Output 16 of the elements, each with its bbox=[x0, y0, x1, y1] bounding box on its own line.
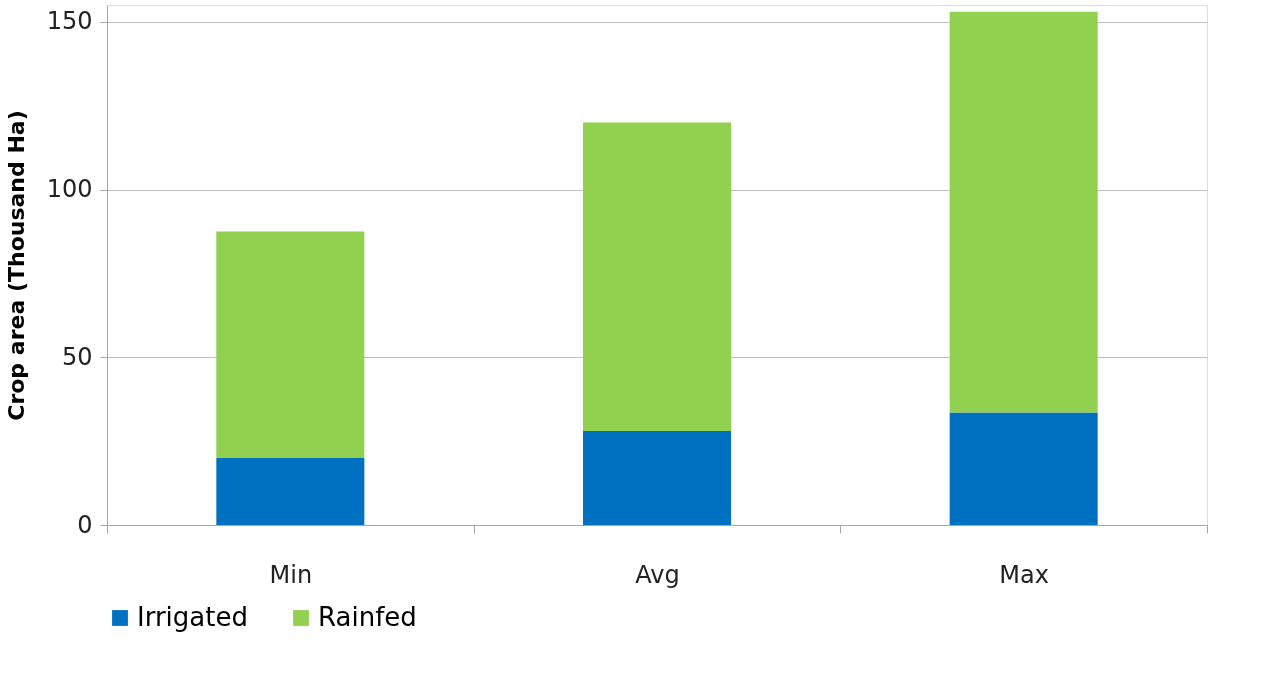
y-tick-label: 100 bbox=[46, 175, 93, 204]
bar bbox=[216, 231, 365, 458]
legend-label: Rainfed bbox=[318, 602, 417, 632]
y-tick-label: 150 bbox=[46, 7, 93, 36]
bar bbox=[216, 457, 365, 525]
x-tick-label: Min bbox=[269, 560, 313, 589]
x-tick-label: Max bbox=[999, 560, 1049, 589]
y-axis-title: Crop area (Thousand Ha) bbox=[3, 110, 29, 421]
bar bbox=[583, 431, 731, 525]
bar bbox=[949, 11, 1098, 413]
bar bbox=[949, 412, 1098, 525]
legend-label: Irrigated bbox=[137, 602, 248, 632]
bar bbox=[583, 122, 731, 432]
x-tick-label: Avg bbox=[635, 560, 680, 589]
y-tick-label: 0 bbox=[77, 510, 93, 539]
y-tick-label: 50 bbox=[61, 342, 93, 371]
